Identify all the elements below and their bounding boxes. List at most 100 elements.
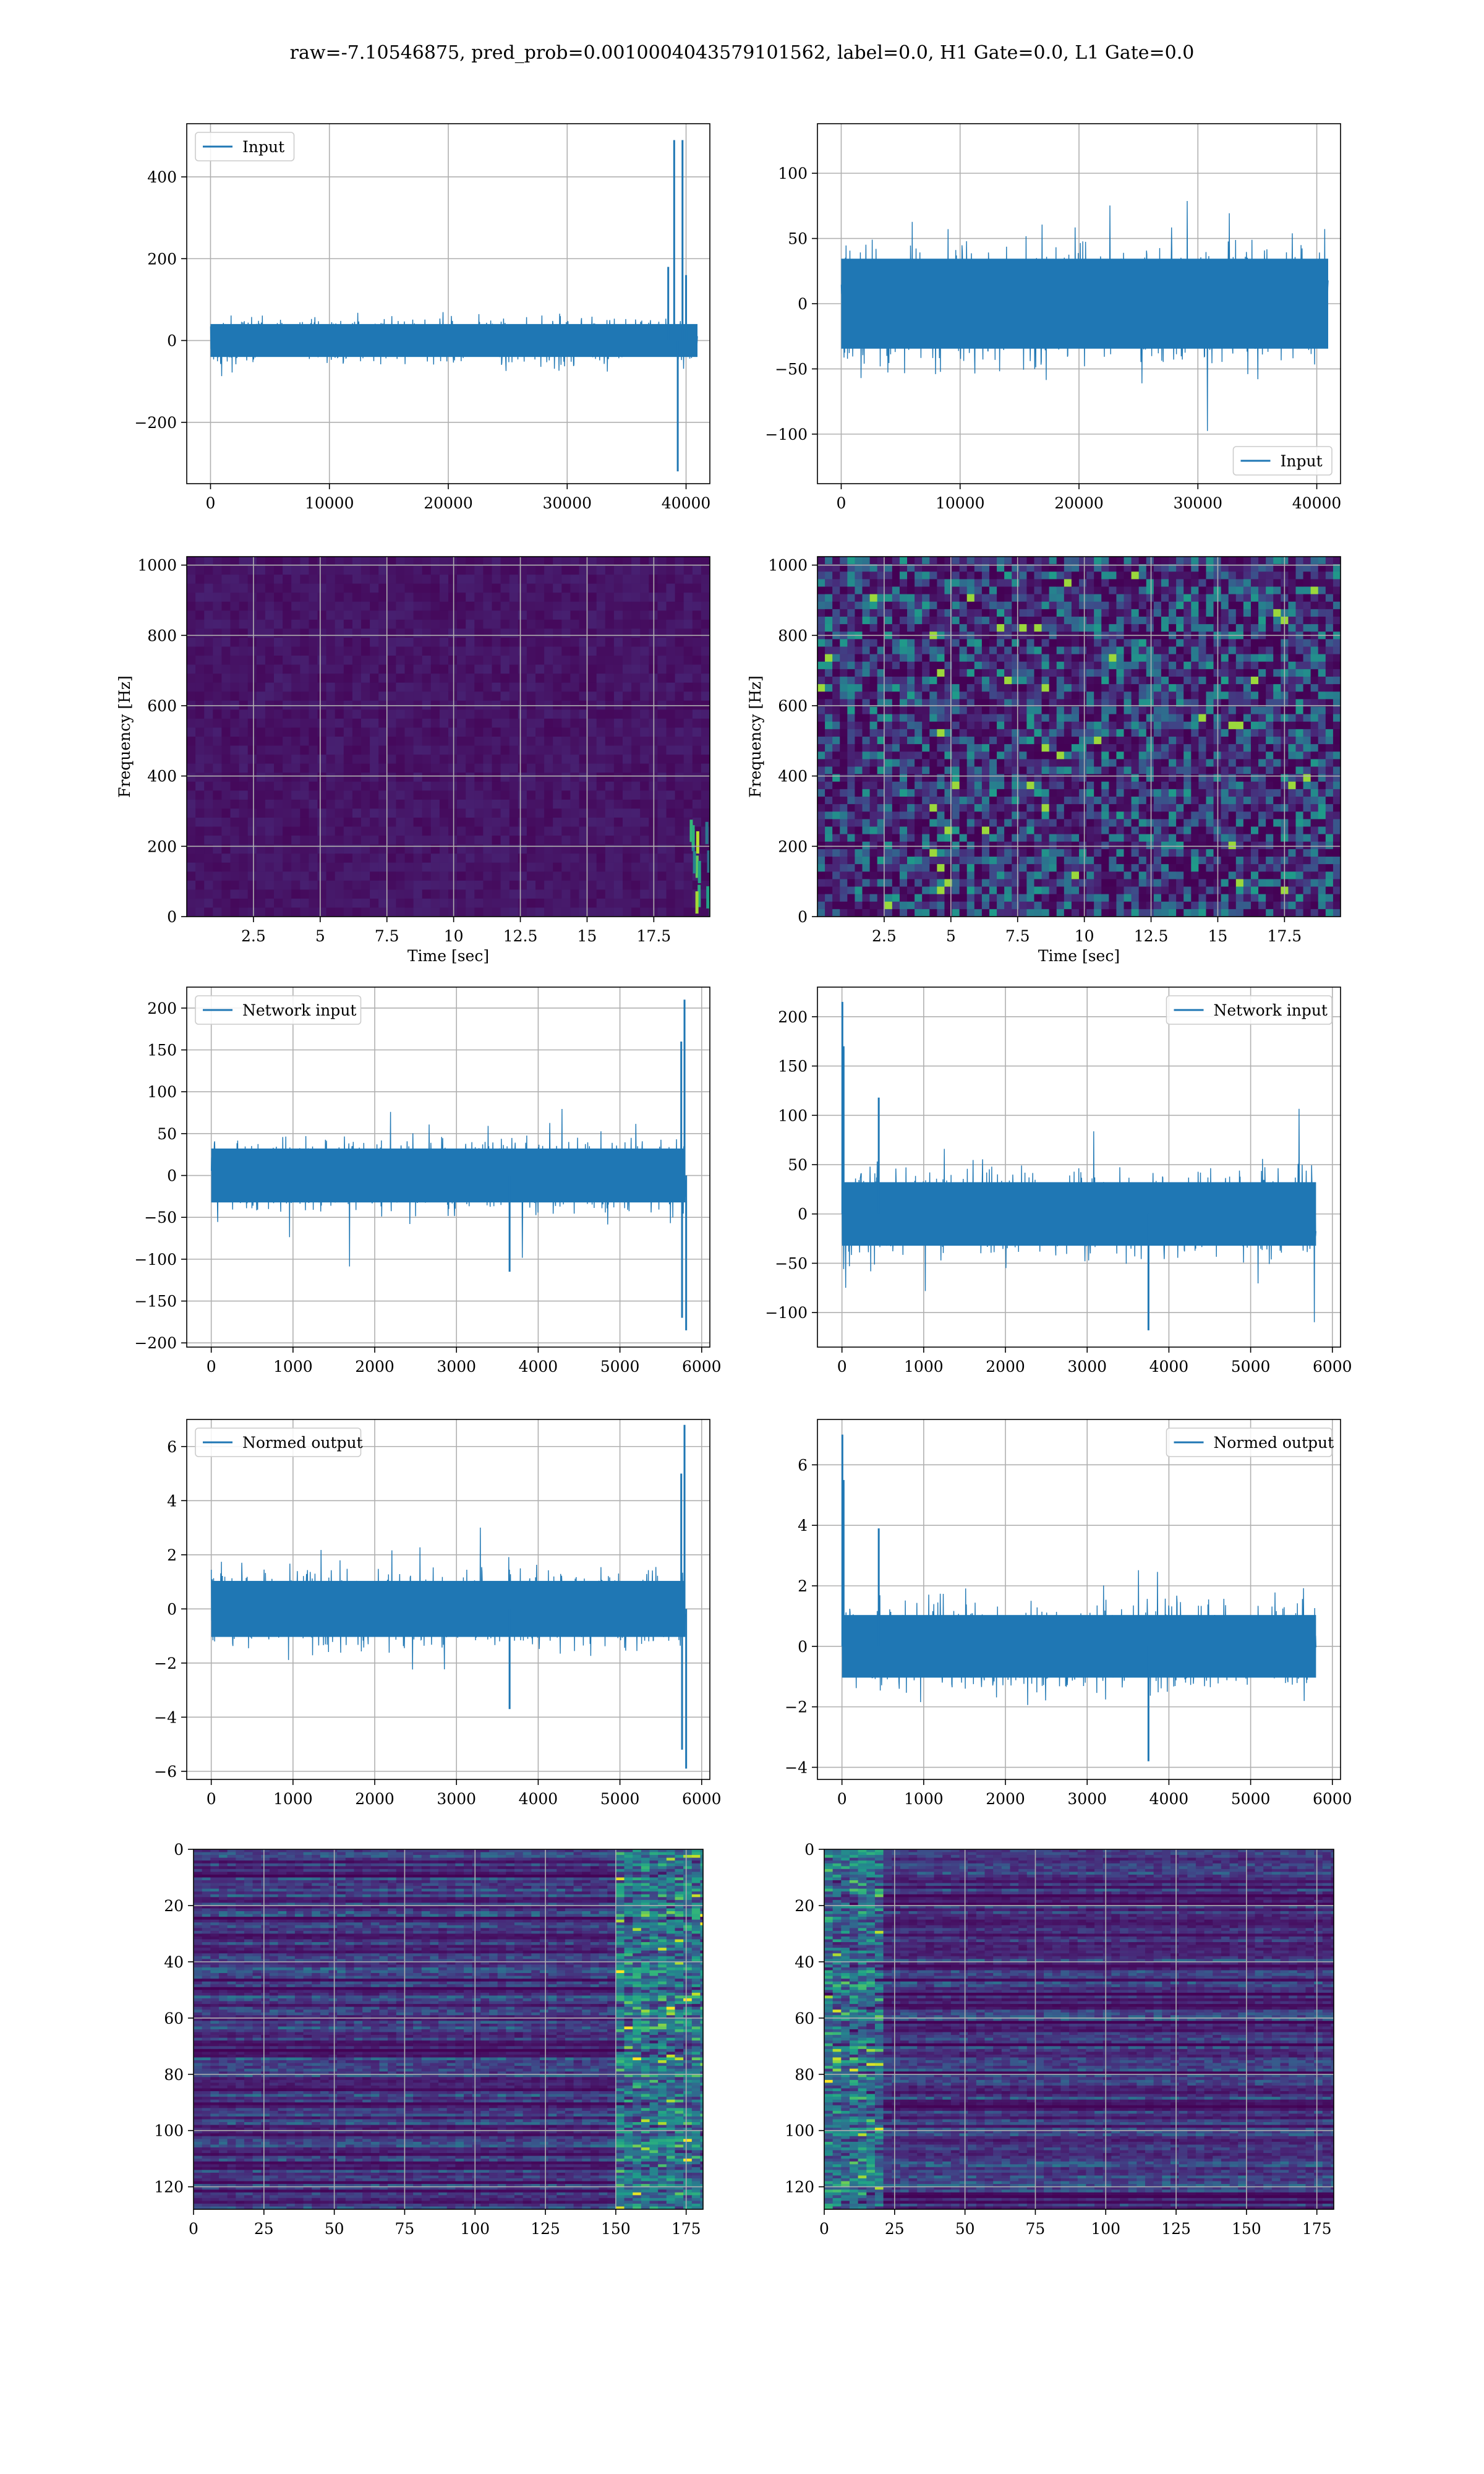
heatmap-cell xyxy=(317,862,327,872)
heatmap-cell xyxy=(1191,729,1199,737)
heatmap-cell xyxy=(915,706,923,715)
heatmap-cell xyxy=(1153,871,1162,880)
heatmap-cell xyxy=(959,639,968,648)
heatmap-cell xyxy=(1056,699,1065,708)
heatmap-cell xyxy=(526,773,536,782)
heatmap-cell xyxy=(439,628,449,638)
heatmap-cell xyxy=(840,684,848,692)
heatmap-cell xyxy=(1116,714,1125,722)
heatmap-cell xyxy=(204,628,213,638)
heatmap-cell xyxy=(404,619,414,629)
heatmap-cell xyxy=(1169,781,1177,790)
heatmap-cell xyxy=(492,637,501,648)
heatmap-cell xyxy=(1169,624,1177,632)
heatmap-cell xyxy=(825,684,833,692)
heatmap-cell xyxy=(1153,699,1162,708)
heatmap-cell xyxy=(195,826,205,836)
heatmap-cell xyxy=(666,575,676,584)
heatmap-cell xyxy=(544,755,553,764)
heatmap-cell xyxy=(195,763,205,773)
heatmap-cell xyxy=(952,684,960,692)
heatmap-cell xyxy=(701,718,710,729)
heatmap-cell xyxy=(430,601,440,611)
heatmap-cell xyxy=(561,880,571,890)
heatmap-cell xyxy=(832,571,840,580)
heatmap-cell xyxy=(291,682,301,692)
heatmap-cell xyxy=(204,610,213,620)
heatmap-cell xyxy=(657,709,667,719)
heatmap-cell xyxy=(1124,737,1132,745)
heatmap-cell xyxy=(239,889,249,899)
heatmap-cell xyxy=(526,557,536,567)
heatmap-cell xyxy=(989,871,997,880)
heatmap-cell xyxy=(1138,684,1147,692)
heatmap-cell xyxy=(370,781,379,791)
heatmap-cell xyxy=(448,907,458,917)
heatmap-cell xyxy=(922,661,930,670)
heatmap-cell xyxy=(944,699,953,708)
heatmap-cell xyxy=(1026,617,1035,625)
heatmap-cell xyxy=(326,871,336,881)
heatmap-cell xyxy=(817,646,825,655)
heatmap-cell xyxy=(1116,804,1125,812)
heatmap-cell xyxy=(1049,879,1057,888)
heatmap-cell xyxy=(1191,661,1199,670)
heatmap-cell xyxy=(1109,797,1117,805)
heatmap-cell xyxy=(526,709,536,719)
heatmap-cell xyxy=(974,864,983,872)
heatmap-cell xyxy=(500,628,510,638)
heatmap-cell xyxy=(213,737,222,747)
heatmap-cell xyxy=(579,844,589,854)
heatmap-cell xyxy=(221,898,231,909)
heatmap-cell xyxy=(1056,797,1065,805)
heatmap-cell xyxy=(283,709,292,719)
heatmap-cell xyxy=(832,834,840,842)
heatmap-cell xyxy=(1086,797,1094,805)
heatmap-cell xyxy=(1086,834,1094,842)
heatmap-cell xyxy=(230,674,240,683)
heatmap-cell xyxy=(413,898,423,909)
heatmap-cell xyxy=(256,593,266,602)
heatmap-cell xyxy=(247,871,257,881)
heatmap-cell xyxy=(352,557,362,567)
heatmap-cell xyxy=(1079,744,1087,752)
heatmap-cell xyxy=(997,714,1005,722)
heatmap-cell xyxy=(877,706,885,715)
heatmap-cell xyxy=(832,601,840,610)
heatmap-cell xyxy=(966,826,975,835)
heatmap-cell xyxy=(907,841,915,850)
heatmap-cell xyxy=(439,682,449,692)
heatmap-cell xyxy=(1041,721,1050,730)
heatmap-cell xyxy=(544,593,553,602)
heatmap-cell xyxy=(247,889,257,899)
heatmap-cell xyxy=(631,854,641,863)
heatmap-cell xyxy=(832,624,840,632)
heatmap-cell xyxy=(291,718,301,729)
heatmap-cell xyxy=(817,684,825,692)
heatmap-cell xyxy=(256,610,266,620)
heatmap-cell xyxy=(309,799,318,809)
heatmap-cell xyxy=(1131,879,1140,888)
heatmap-cell xyxy=(1109,706,1117,715)
heatmap-cell xyxy=(300,610,309,620)
heatmap-cell xyxy=(1026,774,1035,782)
heatmap-cell xyxy=(404,727,414,737)
heatmap-cell xyxy=(1094,579,1102,588)
heatmap-cell xyxy=(937,571,945,580)
heatmap-cell xyxy=(847,864,856,872)
heatmap-cell xyxy=(922,864,930,872)
heatmap-cell xyxy=(997,909,1005,917)
heatmap-cell xyxy=(1071,886,1080,895)
heatmap-cell xyxy=(239,880,249,890)
heatmap-cell xyxy=(492,565,501,575)
heatmap-cell xyxy=(404,781,414,791)
heatmap-cell xyxy=(283,682,292,692)
heatmap-cell xyxy=(997,579,1005,588)
heatmap-cell xyxy=(1176,617,1184,625)
heatmap-cell xyxy=(1169,886,1177,895)
heatmap-cell xyxy=(291,737,301,747)
heatmap-cell xyxy=(370,646,379,656)
heatmap-cell xyxy=(483,781,493,791)
heatmap-cell xyxy=(326,817,336,828)
heatmap-cell xyxy=(825,894,833,902)
